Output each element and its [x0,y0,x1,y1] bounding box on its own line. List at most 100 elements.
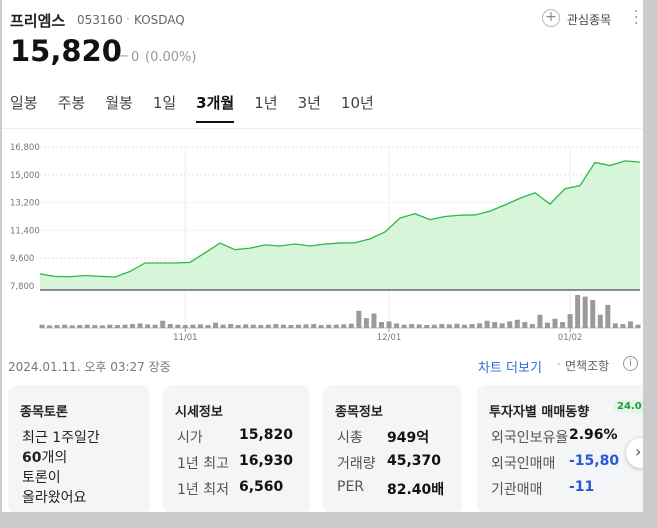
x-tick-label: 01/02 [558,333,583,343]
volume-bar [265,324,271,328]
volume-bar [77,325,83,328]
info-row: 1년 최저 6,560 [177,479,283,499]
volume-bar [47,325,53,328]
volume-bar [582,296,588,328]
volume-bar [416,324,422,328]
volume-bar [454,323,460,328]
row-label: 외국인매매 [491,456,556,472]
change: 0 [131,50,140,65]
volume-bar [39,324,45,328]
x-tick-label: 12/01 [377,333,402,343]
info-row: 외국인보유율 2.96% [491,427,618,447]
info-row: 외국인매매 -15,80 [491,453,619,473]
market-card[interactable]: 시세정보 시가 15,820 1년 최고 16,930 1년 최저 6,560 [163,385,310,512]
timestamp: 2024.01.11. 오후 03:27 장중 [8,360,171,374]
volume-bar [424,325,430,328]
more-menu[interactable]: · · · [634,4,639,32]
volume-bar [145,324,151,328]
volume-bar [371,313,377,328]
volume-bar [288,325,294,328]
volume-bar [469,324,475,328]
disclaimer-link[interactable]: 면책조항 [565,359,610,373]
tab[interactable]: 일봉 [10,94,38,112]
volume-bar [560,322,566,328]
tab[interactable]: 3년 [297,94,321,112]
tab[interactable]: 1년 [254,94,278,112]
volume-bar [152,324,158,328]
row-label: 거래량 [337,456,376,472]
volume-bar [92,325,98,328]
price: 15,820 [10,34,122,68]
count-suffix: 개의 [41,450,68,466]
watch-button[interactable]: 관심종목 [567,13,612,27]
volume-bar [130,324,136,328]
volume-bar [446,324,452,328]
volume-bar [84,324,90,328]
volume-bar [514,319,520,328]
volume-bar [507,321,513,328]
card-text: 올라왔어요 [22,490,87,506]
tab[interactable]: 1일 [152,94,177,112]
info-row: 시총 949억 [337,427,429,447]
volume-bar [303,324,309,328]
volume-bar [409,324,415,328]
market: KOSDAQ [134,13,185,27]
volume-bar [363,318,369,328]
add-icon[interactable]: + [542,9,560,27]
price-chart: 16,800 15,000 13,200 11,400 9,600 7,800 11/01 1… [10,143,641,343]
next-button[interactable]: › [626,438,643,468]
info-row: 기관매매 -11 [491,479,594,499]
separator: · [126,12,130,26]
row-value: -15,80 [569,453,620,469]
volume-bar [228,324,234,328]
row-value: -11 [569,479,595,495]
card-title: 종목토론 [20,405,68,420]
volume-bar [627,321,633,328]
row-label: PER [337,479,365,495]
volume-bar [605,304,611,328]
volume-bar [160,320,166,328]
volume-bar [54,325,60,328]
row-value: 949억 [387,430,430,446]
discussion-card[interactable]: 종목토론 최근 1주일간 60개의 토론이 올라왔어요 [8,385,150,512]
chart-more-link[interactable]: 차트 더보기 [478,361,542,376]
row-value: 45,370 [387,453,442,469]
volume-bar [590,299,596,328]
volume-bar [107,324,113,328]
volume-bar [544,322,550,328]
info-icon[interactable]: i [623,356,638,371]
divider [2,128,643,129]
tab[interactable]: 10년 [340,94,374,112]
card-title: 종목정보 [335,405,383,420]
price-area [40,160,640,290]
tab[interactable]: 월봉 [105,94,133,112]
tab[interactable]: 3개월 [196,92,235,123]
volume-bar [333,324,339,328]
volume-bar [62,324,68,328]
volume-bar [220,324,226,328]
tab[interactable]: 주봉 [57,94,86,112]
volume-bar [620,324,626,328]
count: 60 [22,450,42,466]
volume-bar [348,323,354,328]
y-tick-label: 7,800 [10,282,34,292]
volume-bar [243,324,249,328]
volume-bar [167,324,173,328]
row-value: 16,930 [239,453,294,469]
volume-bar [197,324,203,328]
volume-bar [431,324,437,328]
stock-name: 프리엠스 [10,12,66,30]
info-row: 시가 15,820 [177,427,293,447]
y-tick-label: 11,400 [10,226,40,236]
row-value: 82.40배 [387,482,445,498]
volume-bar [567,314,573,328]
y-tick-label: 15,000 [10,171,40,181]
volume-bar [499,323,505,328]
row-label: 기관매매 [491,482,543,498]
volume-bar [311,324,317,328]
volume-bar [552,318,558,328]
volume-bar [575,295,581,328]
